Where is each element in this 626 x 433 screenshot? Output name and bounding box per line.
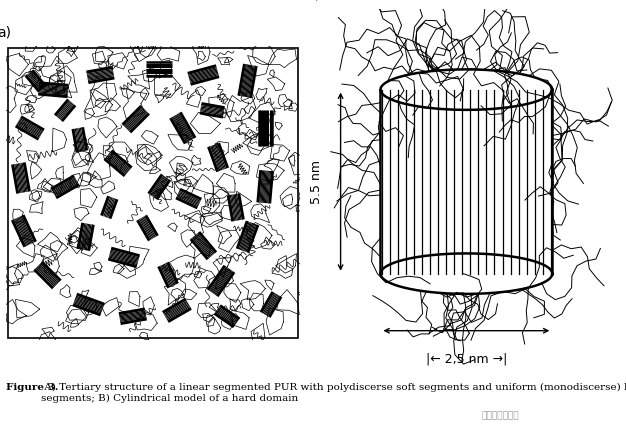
Text: 5.5 nm: 5.5 nm	[310, 160, 322, 204]
Text: a): a)	[0, 26, 11, 40]
Text: |← 2,5 nm →|: |← 2,5 nm →|	[426, 353, 507, 366]
Text: b): b)	[307, 0, 321, 1]
Text: 简分子学习研究: 简分子学习研究	[482, 411, 520, 420]
Text: Figure 3.: Figure 3.	[6, 383, 59, 392]
Text: A) Tertiary structure of a linear segmented PUR with polydiscerse soft segments : A) Tertiary structure of a linear segmen…	[41, 383, 626, 403]
